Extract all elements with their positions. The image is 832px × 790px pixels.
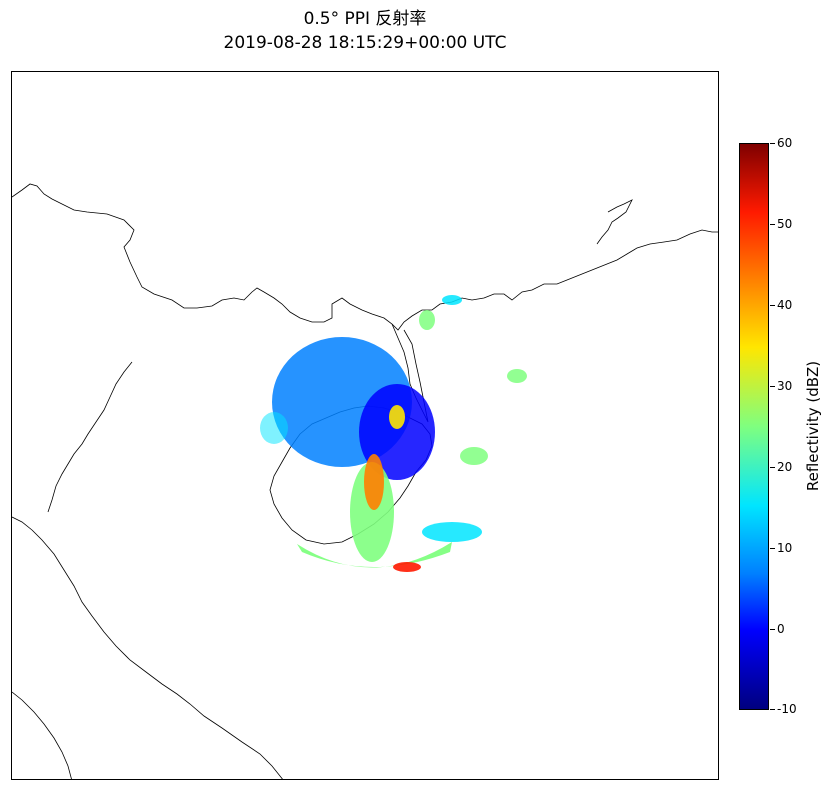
colorbar-tick-label: 0 [777, 622, 785, 636]
echo-north-2 [442, 295, 462, 305]
echo-arc [297, 542, 452, 568]
map-title: 0.5° PPI 反射率 [303, 9, 427, 29]
colorbar-tick-label: 10 [777, 541, 793, 555]
colorbar [739, 143, 769, 710]
radar-echoes [260, 295, 527, 572]
colorbar-label: Reflectivity (dBZ) [804, 360, 822, 492]
coastline-vietnam-central [12, 516, 283, 779]
colorbar-tick [770, 224, 775, 225]
border-laos-vietnam [12, 691, 72, 779]
coastline-south-china [12, 183, 718, 331]
colorbar-tick [770, 709, 775, 710]
echo-east [460, 447, 488, 465]
echo-north [419, 310, 435, 330]
colorbar-tick-label: 50 [777, 217, 793, 231]
colorbar-tick [770, 467, 775, 468]
colorbar-tick [770, 143, 775, 144]
colorbar-tick-label: 20 [777, 460, 793, 474]
echo-strong [364, 454, 384, 510]
echo-southeast [422, 522, 482, 542]
colorbar-tick-label: -10 [777, 702, 797, 716]
colorbar-tick [770, 305, 775, 306]
colorbar-tick [770, 548, 775, 549]
echo-west [260, 412, 288, 444]
echo-arc-core [393, 562, 421, 572]
echo-strong-2 [389, 405, 405, 429]
echo-northeast [507, 369, 527, 383]
colorbar-tick-label: 60 [777, 136, 793, 150]
coastline-vietnam-north [47, 361, 133, 513]
colorbar-tick-label: 30 [777, 379, 793, 393]
radar-map[interactable] [11, 71, 719, 780]
colorbar-tick [770, 386, 775, 387]
map-canvas [12, 183, 718, 779]
echo-moderate [359, 384, 435, 480]
coastline-pearl-delta [596, 199, 633, 245]
colorbar-tick-label: 40 [777, 298, 793, 312]
colorbar-tick [770, 629, 775, 630]
map-subtitle-timestamp: 2019-08-28 18:15:29+00:00 UTC [223, 33, 507, 53]
